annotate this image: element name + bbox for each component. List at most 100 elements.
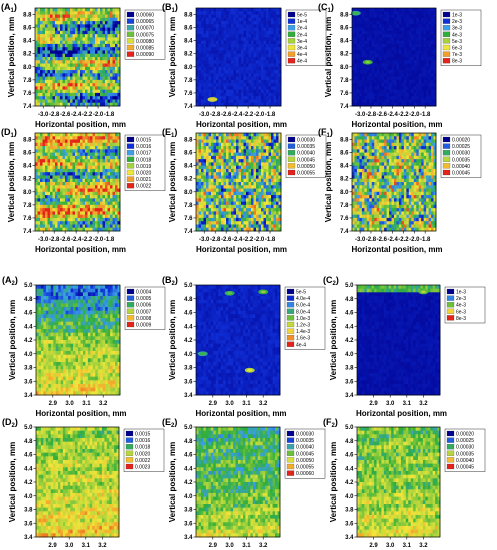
heatmap-cell bbox=[253, 40, 257, 45]
heatmap-cell bbox=[266, 30, 269, 35]
heatmap-cell bbox=[55, 53, 58, 58]
heatmap-cell bbox=[271, 188, 274, 193]
heatmap-cell bbox=[216, 146, 219, 150]
heatmap-cell bbox=[431, 73, 434, 77]
heatmap-cell bbox=[107, 11, 111, 15]
heatmap-cell bbox=[226, 139, 229, 144]
heatmap-cell bbox=[87, 76, 91, 81]
heatmap-cell bbox=[352, 24, 355, 28]
heatmap-cell bbox=[70, 30, 73, 35]
heatmap-cell bbox=[206, 191, 209, 196]
heatmap-cell bbox=[47, 146, 51, 150]
heatmap-cell bbox=[376, 21, 380, 25]
heatmap-cell bbox=[110, 224, 113, 229]
heatmap-cell bbox=[374, 24, 378, 28]
heatmap-cell bbox=[241, 66, 244, 71]
heatmap-cell bbox=[52, 86, 56, 91]
heatmap-cell bbox=[40, 47, 43, 51]
heatmap-cell bbox=[67, 50, 71, 55]
legend-entry: 8e-3 bbox=[452, 59, 462, 65]
heatmap-cell bbox=[100, 155, 103, 160]
heatmap-cell bbox=[352, 30, 355, 35]
heatmap-cell bbox=[35, 57, 38, 61]
heatmap-cell bbox=[413, 89, 417, 94]
heatmap-cell bbox=[366, 34, 370, 38]
heatmap-cell bbox=[52, 224, 56, 229]
heatmap-cell bbox=[413, 40, 417, 45]
heatmap-cell bbox=[112, 70, 116, 74]
heatmap-cell bbox=[381, 40, 385, 45]
heatmap-cell bbox=[253, 17, 257, 22]
heatmap-cell bbox=[60, 53, 63, 58]
heatmap-cell bbox=[211, 27, 214, 32]
heatmap-cell bbox=[82, 86, 86, 91]
heatmap-cell bbox=[268, 178, 272, 183]
heatmap-cell bbox=[238, 27, 242, 32]
heatmap-cell bbox=[52, 139, 56, 144]
heatmap-cell bbox=[201, 195, 204, 199]
heatmap-cell bbox=[379, 37, 383, 42]
heatmap-cell bbox=[107, 27, 111, 32]
heatmap-cell bbox=[77, 99, 81, 104]
heatmap-cell bbox=[67, 60, 71, 64]
heatmap-cell bbox=[115, 217, 118, 222]
heatmap-cell bbox=[62, 70, 66, 74]
heatmap-cell bbox=[376, 73, 380, 77]
heatmap-cell bbox=[60, 224, 63, 229]
heatmap-cell bbox=[67, 27, 71, 32]
heatmap-cell bbox=[100, 175, 103, 180]
heatmap-cell bbox=[243, 195, 247, 199]
heatmap-cell bbox=[243, 70, 247, 74]
heatmap-cell bbox=[248, 172, 252, 176]
heatmap-cell bbox=[251, 86, 254, 91]
legend-entry: 3e-4 bbox=[297, 39, 307, 45]
heatmap-cell bbox=[258, 195, 262, 199]
heatmap-cell bbox=[241, 178, 244, 183]
heatmap-cell bbox=[221, 149, 224, 153]
heatmap-cell bbox=[208, 168, 212, 173]
heatmap-cell bbox=[87, 92, 91, 97]
heatmap-cell bbox=[65, 188, 68, 193]
heatmap-cell bbox=[278, 27, 282, 32]
heatmap-cell bbox=[87, 60, 91, 64]
heatmap-cell bbox=[379, 89, 383, 94]
heatmap-cell bbox=[80, 21, 83, 25]
heatmap-cell bbox=[238, 70, 242, 74]
heatmap-cell bbox=[92, 217, 96, 222]
heatmap-cell bbox=[381, 63, 385, 68]
heatmap-cell bbox=[268, 96, 272, 100]
heatmap-cell bbox=[276, 152, 279, 157]
heatmap-cell bbox=[268, 17, 272, 22]
heatmap-cell bbox=[45, 24, 48, 28]
heatmap-cell bbox=[100, 162, 103, 167]
heatmap-cell bbox=[218, 142, 222, 147]
heatmap-cell bbox=[261, 89, 264, 94]
heatmap-cell bbox=[374, 83, 378, 87]
heatmap-cell bbox=[256, 14, 259, 19]
heatmap-cell bbox=[238, 86, 242, 91]
legend-entry: 1e-3 bbox=[452, 13, 462, 19]
heatmap-cell bbox=[233, 83, 237, 87]
heatmap-cell bbox=[80, 139, 83, 144]
heatmap-cell bbox=[85, 139, 88, 144]
heatmap-cell bbox=[236, 172, 239, 176]
heatmap-cell bbox=[95, 57, 98, 61]
heatmap-cell bbox=[112, 211, 116, 216]
heatmap-cell bbox=[55, 191, 58, 196]
heatmap-cell bbox=[211, 14, 214, 19]
heatmap-cell bbox=[253, 11, 257, 15]
heatmap-cell bbox=[115, 43, 118, 48]
heatmap-cell bbox=[100, 152, 103, 157]
legend: 1e-32e-33e-34e-35e-36e-37e-38e-3 bbox=[440, 9, 482, 66]
heatmap-cell bbox=[72, 14, 76, 19]
heatmap-cell bbox=[102, 214, 106, 219]
heatmap-cell bbox=[80, 57, 83, 61]
heatmap-cell bbox=[47, 152, 51, 157]
heatmap-cell bbox=[70, 162, 73, 167]
heatmap-cell bbox=[418, 50, 422, 55]
heatmap-cell bbox=[208, 133, 212, 137]
heatmap-cell bbox=[110, 198, 113, 202]
heatmap-cell bbox=[75, 57, 78, 61]
heatmap-cell bbox=[428, 43, 432, 48]
heatmap-cell bbox=[92, 21, 96, 25]
